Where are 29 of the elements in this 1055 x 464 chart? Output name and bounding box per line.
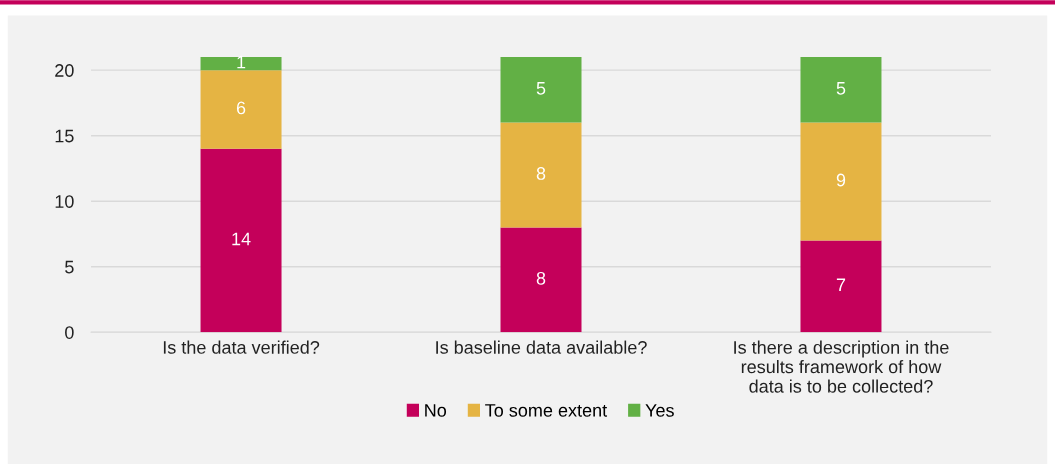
bar [500,227,582,333]
legend-label: Yes [645,404,674,417]
data-label: 14 [232,232,251,246]
bar [500,122,582,228]
y-tick-label: 15 [55,129,74,143]
legend-label: To some extent [485,404,608,417]
bar [800,240,882,333]
bar [800,122,882,241]
data-label: 9 [836,173,846,187]
legend-label: No [425,404,447,417]
bar [200,148,282,333]
data-label: 6 [236,101,246,115]
data-label: 1 [237,55,246,69]
y-tick-label: 0 [65,326,74,339]
data-label: 8 [536,271,546,285]
bar [800,57,882,123]
data-label: 5 [536,82,546,95]
x-tick-label: Is there a description in the results framework of how data is to be collected? [734,340,949,393]
y-tick-label: 10 [55,195,74,208]
y-tick-label: 20 [55,64,74,77]
bar [200,57,282,71]
bar [200,70,282,149]
y-tick-label: 5 [65,260,74,274]
data-label: 5 [836,82,846,95]
x-tick-label: Is the data verified? [163,340,320,354]
data-label: 8 [536,167,546,180]
x-tick-label: Is baseline data available? [436,340,647,354]
data-label: 7 [836,278,846,292]
bar [500,57,582,123]
